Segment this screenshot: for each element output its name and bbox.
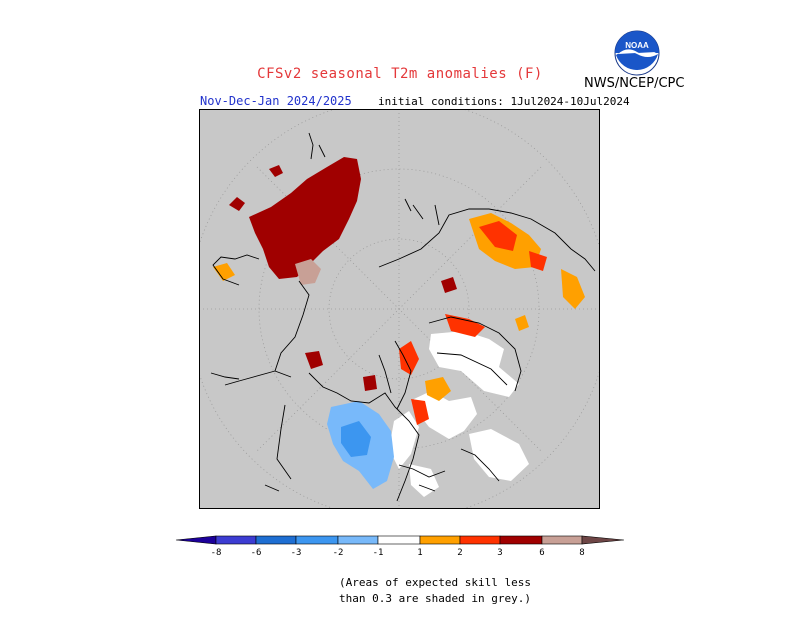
legend-swatch	[541, 535, 583, 545]
legend-tick-label: 1	[417, 548, 422, 558]
skill-note: (Areas of expected skill less than 0.3 a…	[300, 575, 570, 607]
legend-swatch	[377, 535, 421, 545]
legend-swatch	[459, 535, 501, 545]
legend-tick-label: 8	[579, 548, 584, 558]
legend-tick-label: -6	[251, 548, 262, 558]
legend-swatch	[499, 535, 543, 545]
legend-tick-label: -8	[211, 548, 222, 558]
legend-swatch	[337, 535, 379, 545]
agency-label: NWS/NCEP/CPC	[584, 76, 685, 91]
legend-swatch	[295, 535, 339, 545]
legend-tick-label: -3	[291, 548, 302, 558]
negative-anomaly-areas	[327, 401, 394, 489]
skill-note-line: (Areas of expected skill less	[338, 576, 532, 589]
color-legend: -8 -6 -3 -2 -1 1 2 3 6 8	[175, 535, 625, 558]
legend-tick-label: -1	[373, 548, 384, 558]
near-normal-areas	[389, 331, 529, 497]
anomaly-map	[199, 109, 600, 509]
positive-anomaly-areas	[213, 157, 585, 425]
logo-text: NOAA	[625, 41, 649, 50]
legend-arrow-low	[175, 535, 217, 545]
legend-tick-label: 2	[457, 548, 462, 558]
map-frame	[199, 109, 600, 509]
legend-arrow-high	[581, 535, 625, 545]
season-label: Nov-Dec-Jan 2024/2025	[200, 94, 352, 108]
legend-tick-label: 6	[539, 548, 544, 558]
latitude-circles	[199, 109, 600, 509]
coastlines	[210, 132, 596, 502]
legend-swatch	[215, 535, 257, 545]
legend-swatch	[419, 535, 461, 545]
initial-conditions-label: initial conditions: 1Jul2024-10Jul2024	[378, 95, 630, 108]
legend-tick-label: 3	[497, 548, 502, 558]
legend-swatch	[255, 535, 297, 545]
legend-tick-label: -2	[333, 548, 344, 558]
noaa-logo-icon: NOAA	[614, 30, 660, 76]
skill-note-line: than 0.3 are shaded in grey.)	[338, 592, 532, 605]
map-title: CFSv2 seasonal T2m anomalies (F)	[257, 66, 543, 82]
